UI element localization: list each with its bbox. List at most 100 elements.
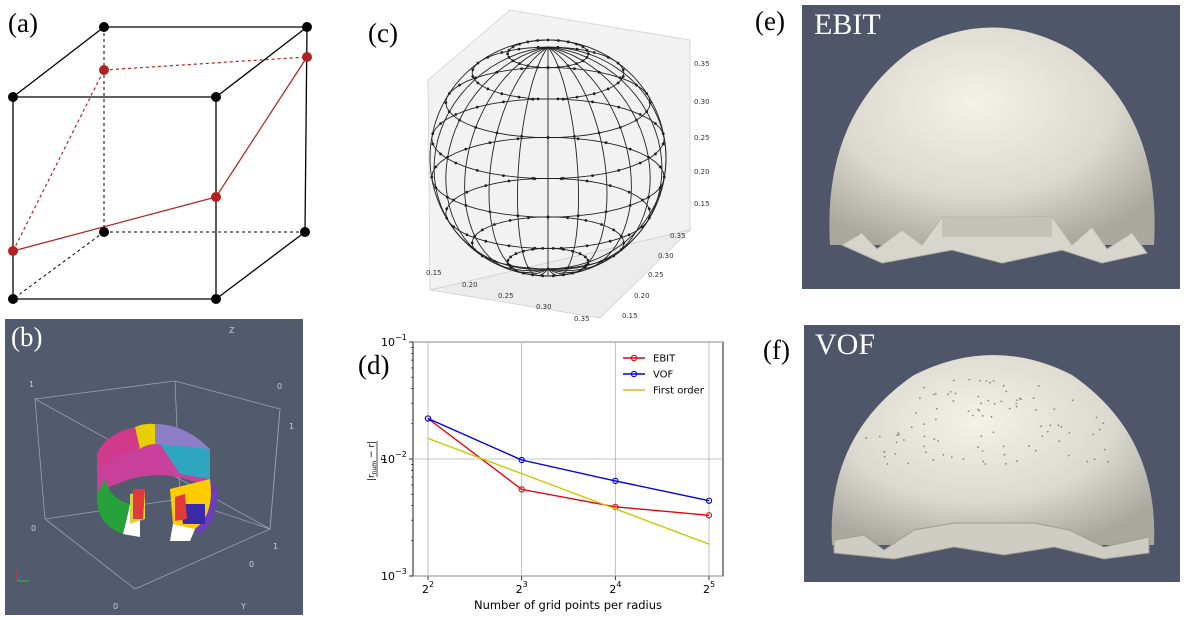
surface-speck bbox=[985, 380, 988, 382]
torus-figure: Z 1 0 1 0 1 0 0 Y bbox=[16, 326, 294, 611]
sphere-node bbox=[578, 269, 582, 272]
surface-speck bbox=[1032, 397, 1035, 399]
legend-label: EBIT bbox=[653, 354, 676, 365]
sphere-node bbox=[536, 65, 539, 69]
sphere-node bbox=[522, 249, 525, 253]
legend-label: First order bbox=[653, 386, 705, 397]
sphere-node bbox=[431, 132, 435, 136]
y-tick-label: 10−2 bbox=[381, 450, 407, 466]
y-tick-label: 0.15 bbox=[622, 312, 638, 320]
surface-speck bbox=[933, 438, 936, 441]
sphere-node bbox=[641, 225, 644, 229]
sphere-node bbox=[434, 165, 438, 169]
sphere-node bbox=[581, 45, 585, 49]
sphere-node bbox=[583, 255, 587, 259]
panel-label-c: (c) bbox=[368, 18, 398, 48]
sphere-node bbox=[474, 76, 478, 80]
series-line bbox=[427, 417, 710, 516]
sphere-node bbox=[475, 169, 479, 172]
surface-speck bbox=[883, 456, 886, 458]
cube-vertex bbox=[8, 92, 18, 102]
surface-speck bbox=[1018, 397, 1021, 400]
sphere-meridian bbox=[464, 46, 549, 273]
cube-vertex bbox=[211, 92, 221, 102]
axis-label: 0 bbox=[113, 602, 118, 611]
axis-label: Z bbox=[229, 326, 235, 335]
sphere-node bbox=[486, 55, 490, 59]
panel-label-b: (b) bbox=[11, 322, 43, 352]
sphere-node bbox=[661, 142, 665, 146]
y-tick-label: 0.35 bbox=[670, 232, 686, 240]
surface-speck bbox=[934, 392, 937, 395]
sphere-node bbox=[475, 105, 479, 109]
surface-speck bbox=[1068, 432, 1071, 434]
sphere-node bbox=[647, 155, 650, 159]
sphere-node bbox=[627, 233, 631, 237]
surface-speck bbox=[910, 426, 913, 429]
surface-speck bbox=[1035, 409, 1037, 411]
sphere-node bbox=[520, 135, 523, 138]
surface-speck bbox=[950, 456, 953, 459]
y-tick-label: 10−1 bbox=[381, 333, 407, 349]
sphere-node bbox=[571, 249, 574, 253]
sphere-node bbox=[571, 271, 574, 275]
sphere-node bbox=[531, 176, 535, 180]
sphere-node bbox=[585, 244, 589, 248]
sphere-node bbox=[617, 169, 621, 172]
surface-speck bbox=[1058, 440, 1061, 442]
surface-speck bbox=[925, 451, 927, 454]
sphere-node bbox=[654, 122, 657, 125]
cube-vertex bbox=[99, 22, 109, 32]
x-tick-label: 0.15 bbox=[426, 269, 442, 277]
sphere-node bbox=[527, 266, 530, 270]
surface-speck bbox=[932, 393, 935, 396]
sphere-node bbox=[502, 174, 505, 178]
sphere-node bbox=[556, 45, 560, 49]
surface-speck bbox=[1049, 424, 1052, 427]
sphere-meridian bbox=[517, 46, 549, 276]
series-line bbox=[427, 437, 710, 545]
sphere-node bbox=[556, 97, 560, 101]
sphere-node bbox=[480, 228, 484, 232]
sphere-node bbox=[520, 67, 523, 71]
y-axis-label: |rnum − r| r bbox=[367, 441, 389, 481]
sphere-node bbox=[454, 161, 458, 165]
sphere-node bbox=[493, 223, 496, 226]
sphere-node bbox=[600, 259, 603, 263]
sphere-node bbox=[654, 152, 657, 156]
surface-speck bbox=[942, 453, 945, 456]
surface-speck bbox=[1071, 399, 1074, 402]
sphere-node bbox=[516, 137, 520, 141]
sphere-node bbox=[507, 179, 511, 183]
sphere-node bbox=[645, 110, 649, 113]
sphere-node bbox=[612, 254, 616, 258]
surface-speck bbox=[989, 381, 991, 384]
surface-speck bbox=[1086, 460, 1089, 463]
sphere-node bbox=[546, 66, 550, 70]
surface-speck bbox=[952, 379, 955, 382]
surface-speck bbox=[1057, 424, 1060, 427]
sphere-node bbox=[628, 147, 632, 151]
torus-shape bbox=[96, 423, 218, 541]
sphere-node bbox=[458, 118, 461, 122]
sphere-node bbox=[586, 262, 590, 266]
sphere-node bbox=[506, 259, 510, 262]
sphere-node bbox=[617, 105, 621, 109]
surface-speck bbox=[903, 439, 905, 441]
surface-speck bbox=[977, 408, 979, 411]
sphere-node bbox=[658, 165, 662, 169]
sphere-node bbox=[583, 266, 587, 269]
sphere-node bbox=[581, 59, 585, 63]
surface-speck bbox=[897, 433, 900, 436]
axis-label: 1 bbox=[289, 422, 294, 431]
surface-speck bbox=[935, 407, 938, 410]
sphere-node bbox=[531, 273, 534, 277]
sphere-node bbox=[658, 186, 662, 190]
sphere-node bbox=[480, 254, 484, 258]
z-tick-label: 0.20 bbox=[694, 168, 710, 176]
sphere-meridian bbox=[547, 46, 667, 270]
sphere-node bbox=[576, 214, 580, 218]
cut-point bbox=[211, 192, 221, 202]
sphere-node bbox=[627, 190, 631, 194]
cut-point bbox=[8, 246, 18, 256]
